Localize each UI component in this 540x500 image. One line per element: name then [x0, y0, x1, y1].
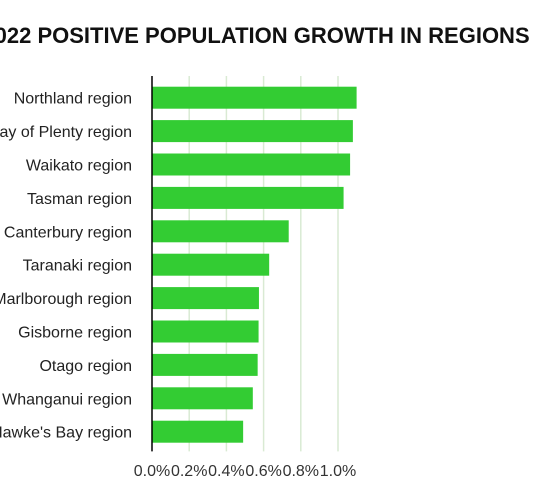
- x-tick-label: 1.0%: [320, 463, 356, 480]
- x-axis-ticks: 0.0% 0.2% 0.4% 0.6% 0.8% 1.0%: [134, 463, 356, 480]
- category-label: Canterbury region: [4, 224, 132, 241]
- bar: [152, 186, 344, 209]
- category-labels: Northland region Bay of Plenty region Waik…: [0, 91, 132, 442]
- bar: [152, 287, 259, 310]
- bars: [152, 86, 357, 443]
- bar: [152, 153, 351, 176]
- category-label: Otago region: [39, 358, 132, 375]
- bar: [152, 320, 259, 343]
- x-tick-label: 0.4%: [208, 463, 244, 480]
- category-label: Whanganui region: [2, 391, 132, 408]
- bar: [152, 420, 244, 443]
- category-label: Taranaki region: [23, 258, 132, 275]
- category-label: Waikato region: [26, 158, 132, 175]
- x-tick-label: 0.6%: [245, 463, 281, 480]
- bar: [152, 120, 353, 143]
- category-label: Marlborough region: [0, 291, 132, 308]
- category-label: Tasman region: [27, 191, 132, 208]
- x-tick-label: 0.2%: [171, 463, 207, 480]
- category-label: Hawke's Bay region: [0, 425, 132, 442]
- chart-title: 2022 POSITIVE POPULATION GROWTH IN REGIO…: [0, 23, 530, 48]
- category-label: Northland region: [14, 91, 132, 108]
- category-label: Gisborne region: [18, 325, 132, 342]
- bar: [152, 353, 258, 376]
- x-tick-label: 0.8%: [283, 463, 319, 480]
- bar: [152, 253, 270, 276]
- bar: [152, 86, 357, 109]
- x-tick-label: 0.0%: [134, 463, 170, 480]
- bar: [152, 220, 289, 243]
- category-label: Bay of Plenty region: [0, 124, 132, 141]
- bar: [152, 387, 253, 410]
